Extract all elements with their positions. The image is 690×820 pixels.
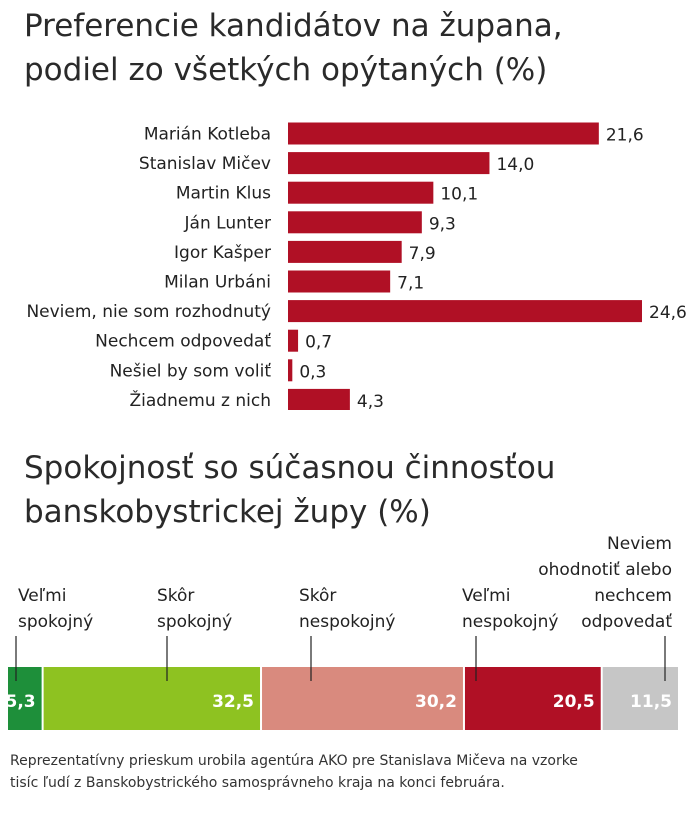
bar-value-label: 9,3	[429, 214, 456, 234]
bar-category-label: Marián Kotleba	[144, 125, 271, 145]
bar-value-label: 4,3	[357, 392, 384, 410]
footnote-line-1: Reprezentatívny prieskum urobila agentúr…	[10, 753, 578, 769]
satisfaction-stacked-chart: 5,3 Veľmi spokojný 32,5 Skôr spokojný 30,2 Skôr…	[5, 534, 678, 730]
segment-category-label: ohodnotiť alebo	[538, 560, 672, 580]
segment-category-label: Veľmi	[462, 586, 510, 606]
stacked-segment	[262, 667, 463, 730]
footnote-line-2: tisíc ľudí z Banskobystrického samospráv…	[10, 775, 505, 791]
bar	[288, 329, 299, 352]
bar	[288, 181, 434, 204]
stacked-segment	[43, 667, 261, 730]
segment-value-label: 11,5	[630, 692, 672, 712]
segment-value-label: 32,5	[212, 692, 254, 712]
bar-value-label: 24,6	[649, 303, 687, 323]
bar-category-label: Martin Klus	[176, 184, 271, 204]
bar	[288, 240, 402, 263]
bar-category-label: Stanislav Mičev	[139, 154, 271, 174]
bar-value-label: 7,1	[397, 274, 424, 294]
segment-category-label: Skôr	[299, 586, 336, 606]
segment-category-label: Skôr	[157, 586, 194, 606]
segment-category-label: nespokojný	[462, 612, 558, 632]
bar-category-label: Nechcem odpovedať	[95, 332, 271, 352]
bar-value-label: 21,6	[606, 126, 644, 146]
segment-value-label: 30,2	[415, 692, 457, 712]
segment-value-label: 5,3	[5, 692, 35, 712]
bar-category-label: Ján Lunter	[184, 213, 271, 233]
bar	[288, 152, 490, 175]
segment-value-label: 20,5	[553, 692, 595, 712]
bar-value-label: 0,7	[305, 333, 332, 353]
chart1-title-line-1: Preferencie kandidátov na župana,	[24, 8, 563, 44]
candidate-preference-chart: Marián Kotleba 21,6 Stanislav Mičev 14,0 Mar…	[26, 122, 687, 410]
chart2-title: Spokojnosť so súčasnou činnosťou banskob…	[24, 446, 555, 534]
bar	[288, 359, 293, 382]
bar-category-label: Milan Urbáni	[164, 273, 271, 293]
stacked-segment	[464, 667, 601, 730]
bar-value-label: 14,0	[496, 155, 534, 175]
chart1-title: Preferencie kandidátov na župana, podiel…	[24, 4, 563, 92]
bar-value-label: 0,3	[299, 362, 326, 382]
chart2-title-line-1: Spokojnosť so súčasnou činnosťou	[24, 450, 556, 486]
segment-category-label: Veľmi	[18, 586, 66, 606]
chart2-title-line-2: banskobystrickej župy (%)	[24, 494, 431, 530]
chart1-title-line-2: podiel zo všetkých opýtaných (%)	[24, 52, 548, 88]
segment-category-label: nespokojný	[299, 612, 395, 632]
segment-category-label: Neviem	[607, 534, 672, 554]
footnote: Reprezentatívny prieskum urobila agentúr…	[10, 750, 660, 794]
bar	[288, 211, 422, 234]
segment-category-label: nechcem	[594, 586, 672, 606]
segment-category-label: spokojný	[157, 612, 232, 632]
bar-value-label: 7,9	[409, 244, 436, 264]
bar-category-label: Neviem, nie som rozhodnutý	[26, 302, 271, 322]
segment-category-label: odpovedať	[581, 612, 672, 632]
stacked-segment	[8, 667, 42, 730]
bar-category-label: Žiadnemu z nich	[130, 389, 272, 410]
bar-value-label: 10,1	[440, 185, 478, 205]
segment-category-label: spokojný	[18, 612, 93, 632]
bar-category-label: Nešiel by som voliť	[110, 361, 272, 381]
bar	[288, 388, 350, 410]
bar	[288, 270, 391, 293]
bar	[288, 300, 642, 323]
bar	[288, 122, 599, 145]
bar-category-label: Igor Kašper	[174, 243, 271, 263]
